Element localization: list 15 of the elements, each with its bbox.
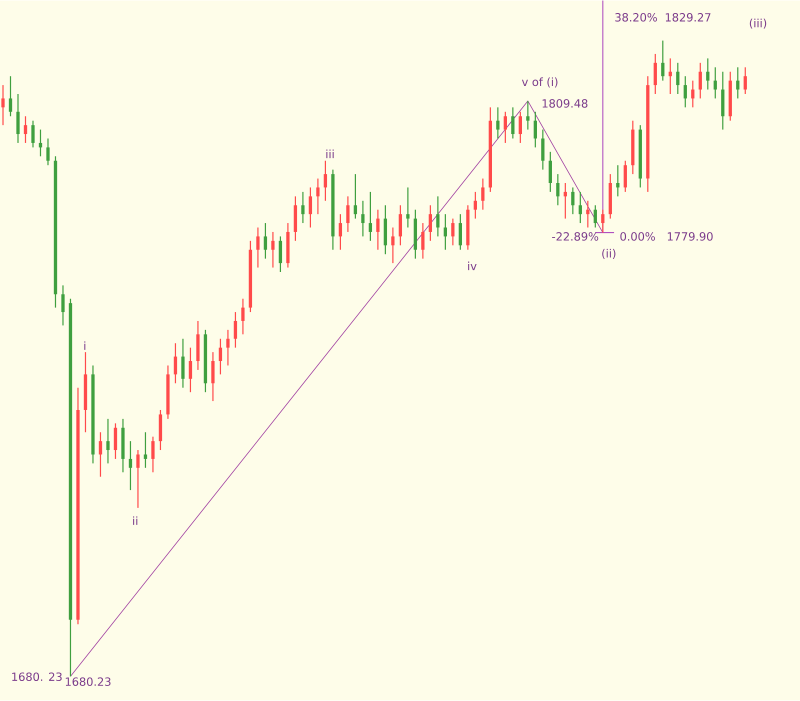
annotation: ii xyxy=(133,516,138,526)
annotation: (ii) xyxy=(602,249,616,260)
text: (iii) xyxy=(750,18,766,29)
annotation: iv xyxy=(468,262,477,270)
annotation: i xyxy=(84,342,86,350)
annotation: 0.00% xyxy=(620,232,655,241)
text: 1829.27 xyxy=(666,13,710,22)
annotation: -22.89% xyxy=(552,232,598,241)
annotation: v of (i) xyxy=(522,78,558,88)
annotation: 1809.48 xyxy=(542,99,588,108)
annotation: 1680. 23 xyxy=(12,672,62,682)
text: 38.20% xyxy=(615,13,657,22)
text: 1680.23 xyxy=(66,678,111,686)
annotation: 1779.90 xyxy=(668,232,713,241)
annotation: iii xyxy=(326,150,334,158)
